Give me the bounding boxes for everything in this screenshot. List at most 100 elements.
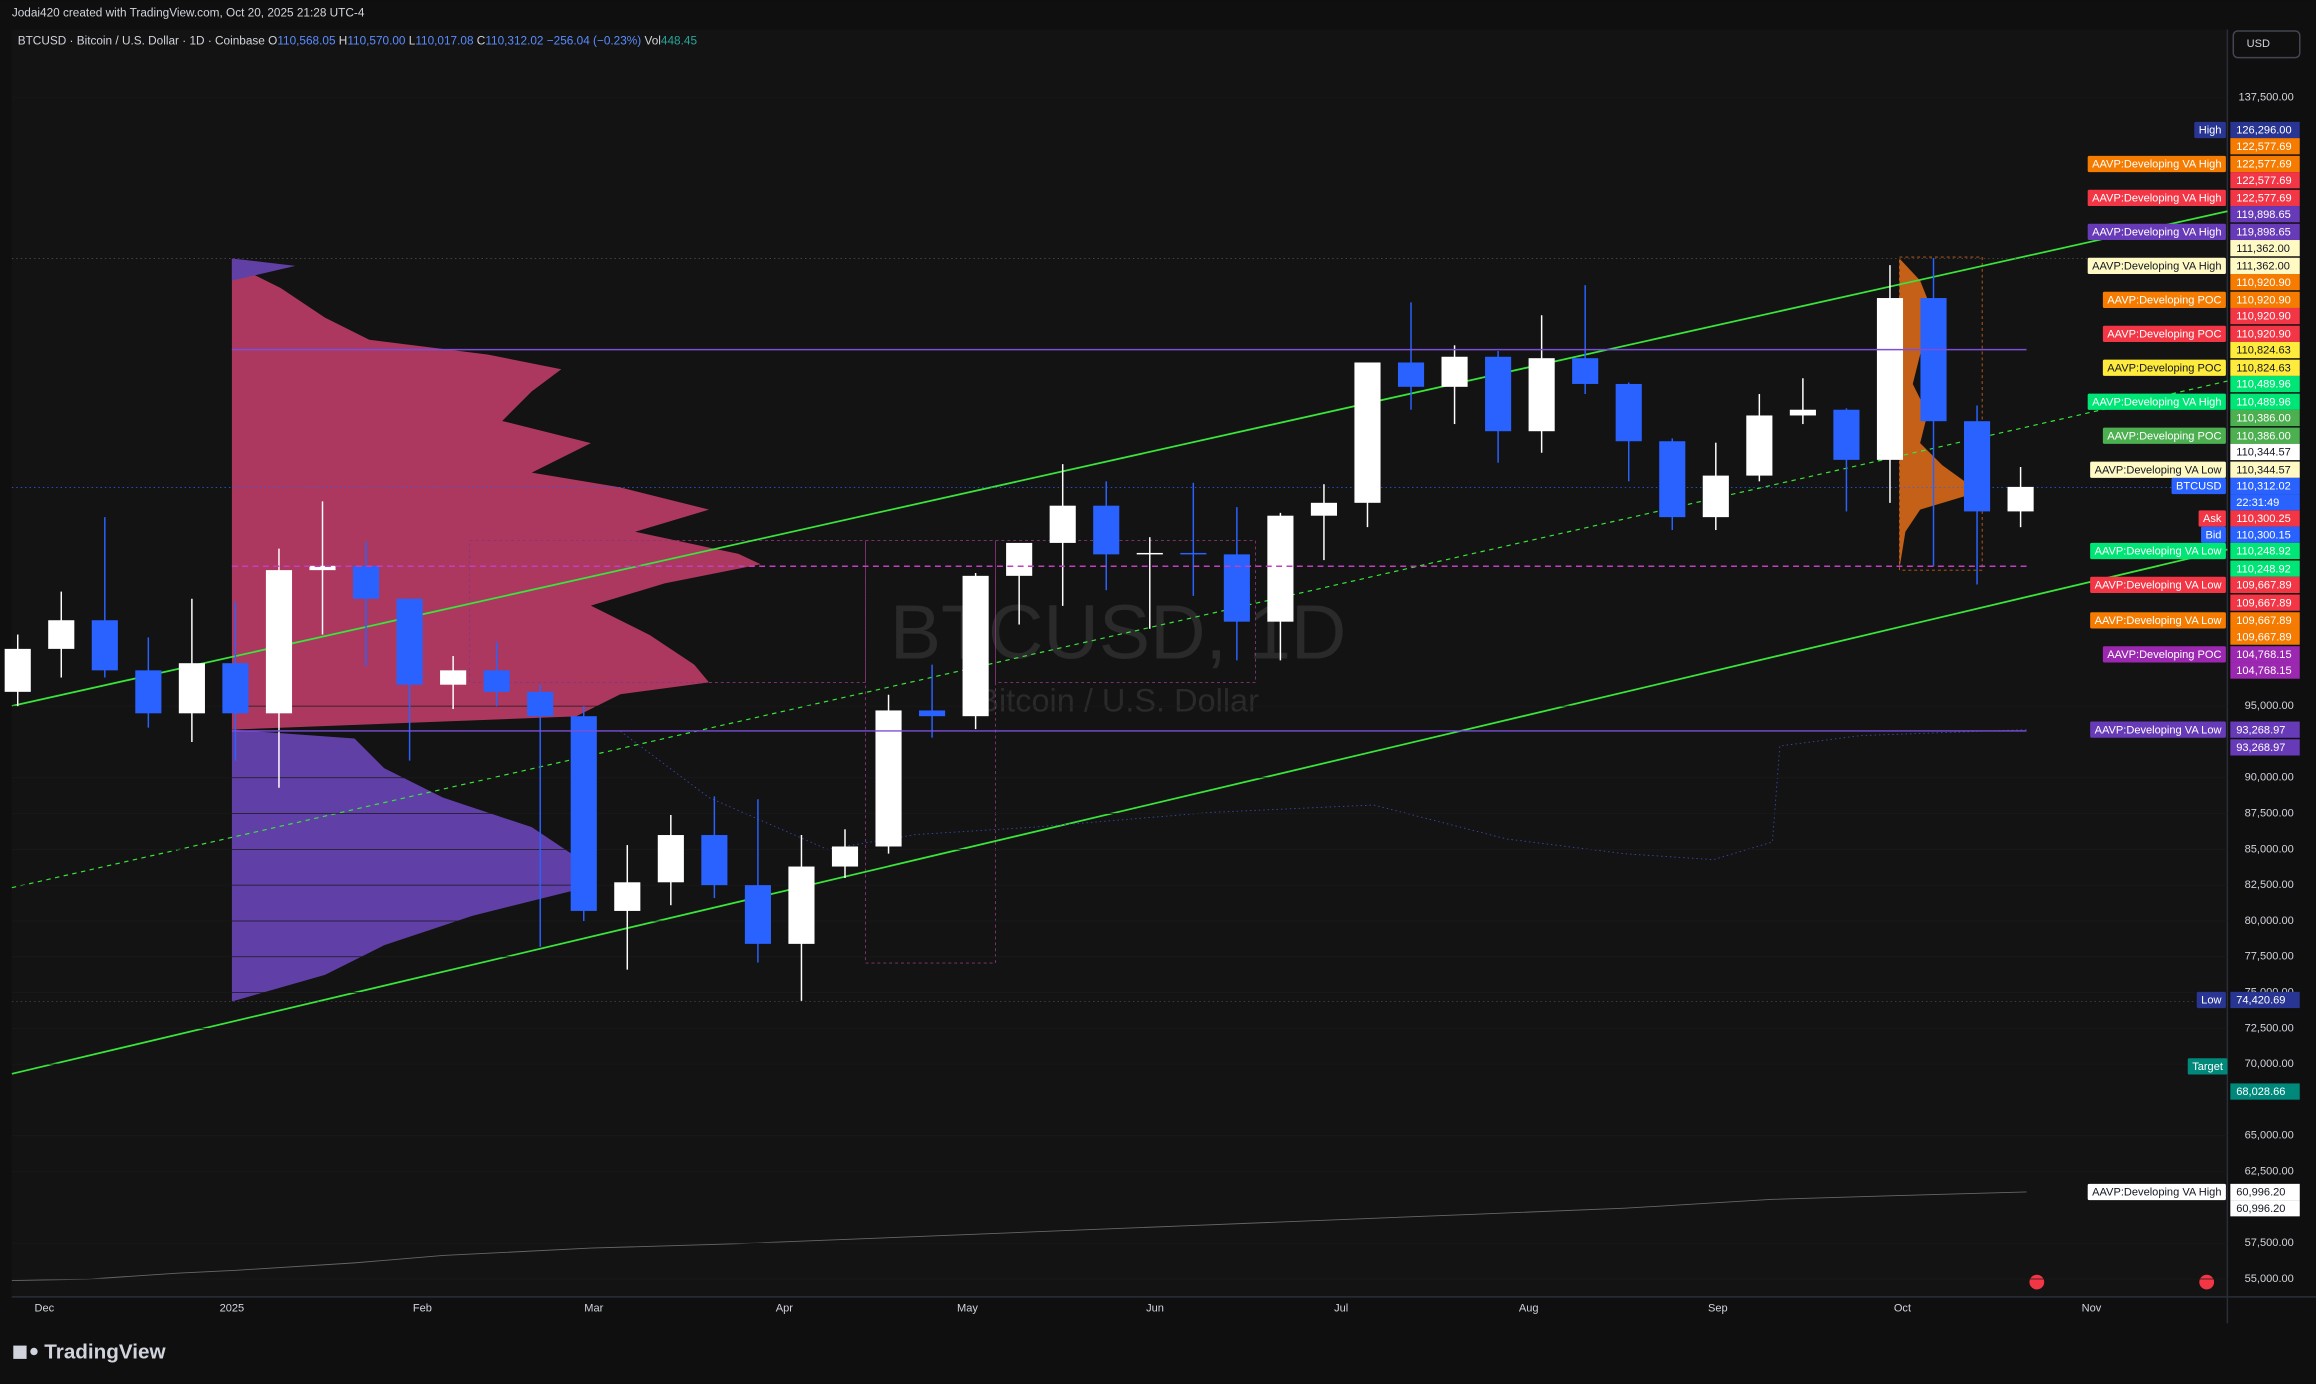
price-tag-box [2230, 240, 2300, 257]
price-tag-label-box [2087, 393, 2226, 410]
price-tag-label: AAVP:Developing POC [2107, 649, 2221, 661]
legend-key: L [409, 33, 416, 47]
legend-key: C [477, 33, 486, 47]
price-tag-value: 110,920.90 [2236, 295, 2291, 307]
channel-upper [11, 210, 2228, 707]
price-tag-value: 104,768.15 [2236, 649, 2291, 661]
channel-lower [11, 548, 2228, 1075]
price-tag-value: 110,920.90 [2236, 328, 2291, 340]
candle [1615, 382, 1642, 482]
candle-body [701, 835, 728, 886]
candle-body [1920, 298, 1947, 422]
profile-box [865, 540, 996, 964]
candle [788, 835, 815, 1001]
price-tag-value: 93,268.97 [2236, 724, 2285, 736]
price-tag-label-box [2102, 325, 2226, 342]
price-tag-label: AAVP:Developing POC [2107, 430, 2221, 442]
candle-body [1833, 409, 1860, 460]
price-tag-box [2230, 542, 2300, 560]
candle [1659, 438, 1686, 531]
candle-body [48, 620, 75, 649]
candle [1136, 537, 1163, 629]
candle [1572, 285, 1599, 394]
price-tag-label-box [2201, 526, 2226, 543]
price-tag-label: AAVP:Developing VA High [2092, 396, 2221, 408]
candle-body [1049, 505, 1076, 543]
candle [483, 641, 510, 707]
price-tag-box [2230, 594, 2300, 611]
x-tick-label: Aug [1519, 1303, 1539, 1315]
candle-body [1354, 362, 1381, 503]
candle [1746, 393, 1773, 482]
price-tag-value: 110,920.90 [2236, 277, 2291, 289]
candle [1528, 315, 1555, 453]
price-tag-value: 119,898.65 [2236, 227, 2291, 239]
candle [1789, 378, 1816, 425]
price-tag-label: AAVP:Developing VA Low [2095, 580, 2223, 592]
candle [309, 501, 336, 635]
price-tag-value: 110,489.96 [2236, 379, 2291, 391]
candle-body [4, 648, 31, 692]
candle [440, 656, 467, 710]
price-tag-value: 122,577.69 [2236, 141, 2291, 153]
price-tag-value: 110,300.25 [2236, 513, 2291, 525]
candle [1963, 405, 1991, 585]
price-tag-box [2230, 375, 2300, 393]
price-tag-label: Ask [2203, 513, 2222, 525]
candle-body [265, 570, 293, 714]
price-tag-value: 110,344.57 [2236, 447, 2291, 459]
logo-mark [13, 1345, 27, 1359]
price-tag-value: 109,667.89 [2236, 615, 2291, 627]
watermark-subtitle: Bitcoin / U.S. Dollar [977, 683, 1259, 719]
candle-body [2007, 486, 2034, 512]
price-tag-box [2230, 477, 2300, 495]
bottom-indicator [11, 1191, 2027, 1282]
price-tag-label-box [2090, 542, 2226, 560]
price-tag-value: 109,667.89 [2236, 597, 2291, 609]
x-tick-label: Jun [1146, 1303, 1164, 1315]
y-tick-label: 85,000.00 [2245, 843, 2294, 855]
candle-body [396, 598, 423, 685]
legend-key: O [268, 33, 277, 47]
price-tag-label: Target [2192, 1061, 2223, 1073]
candle [1310, 484, 1338, 561]
currency-button[interactable]: USD [2247, 38, 2270, 50]
legend-value: 110,568.05 [277, 33, 336, 47]
price-tag-box [2230, 560, 2300, 577]
candle-body [1572, 358, 1599, 384]
logo: TradingView [13, 1340, 167, 1363]
price-tag-label-box [2187, 1058, 2228, 1075]
price-tag-value: 110,386.00 [2236, 430, 2291, 442]
price-tag-value: 60,996.20 [2236, 1203, 2285, 1215]
candle-body [1136, 552, 1163, 555]
price-tag-box [2230, 443, 2300, 461]
price-tag-box [2230, 427, 2300, 444]
legend-symbol: BTCUSD · Bitcoin / U.S. Dollar · 1D · Co… [18, 33, 266, 47]
candle [135, 637, 162, 728]
price-tag-box [2230, 291, 2300, 308]
flag-icon[interactable] [2029, 1274, 2045, 1290]
currency-button-frame[interactable] [2232, 30, 2301, 59]
price-tag-label: Low [2201, 995, 2222, 1007]
price-tag-value: 60,996.20 [2236, 1187, 2285, 1199]
price-tag-value: 104,768.15 [2236, 665, 2291, 677]
price-tag-value: 110,824.63 [2236, 345, 2291, 357]
price-tag-label-box [2198, 510, 2226, 527]
y-tick-label: 70,000.00 [2245, 1058, 2294, 1070]
flag-icon[interactable] [2199, 1274, 2215, 1290]
price-tag-label: AAVP:Developing VA High [2092, 227, 2221, 239]
price-tag-box [2230, 359, 2300, 376]
y-tick-label: 80,000.00 [2245, 915, 2294, 927]
price-tag-value: 110,920.90 [2236, 311, 2291, 323]
price-tag-label: BTCUSD [2176, 481, 2221, 493]
candle [1920, 258, 1947, 567]
candle [265, 548, 293, 788]
price-tag-box [2230, 189, 2300, 207]
volume-profile [231, 256, 1983, 1002]
price-tag-label-box [2102, 291, 2226, 308]
candle [614, 845, 641, 970]
price-tag-value: 110,489.96 [2236, 396, 2291, 408]
candle-body [1963, 421, 1991, 512]
candle [1180, 482, 1207, 596]
price-tag-box [2230, 739, 2300, 756]
